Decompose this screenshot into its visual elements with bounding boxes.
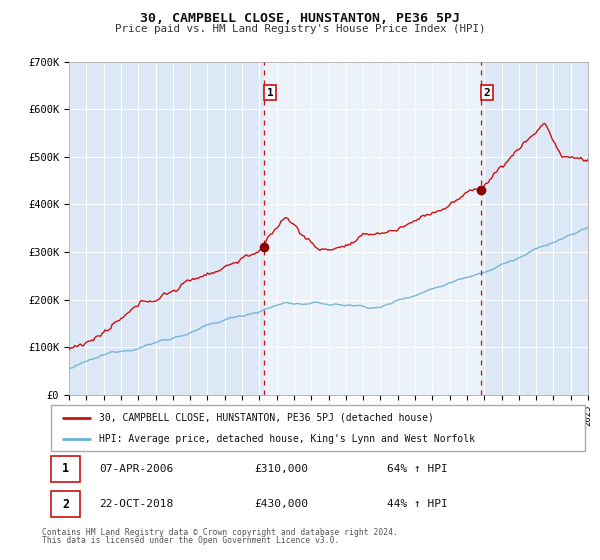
- Text: 1: 1: [62, 463, 69, 475]
- Text: 07-APR-2006: 07-APR-2006: [99, 464, 173, 474]
- Text: 22-OCT-2018: 22-OCT-2018: [99, 499, 173, 509]
- Text: 64% ↑ HPI: 64% ↑ HPI: [388, 464, 448, 474]
- Text: 44% ↑ HPI: 44% ↑ HPI: [388, 499, 448, 509]
- Bar: [264, 62, 481, 395]
- Text: 30, CAMPBELL CLOSE, HUNSTANTON, PE36 5PJ (detached house): 30, CAMPBELL CLOSE, HUNSTANTON, PE36 5PJ…: [99, 413, 434, 423]
- Text: £430,000: £430,000: [254, 499, 308, 509]
- Text: 1: 1: [266, 87, 274, 97]
- Text: HPI: Average price, detached house, King's Lynn and West Norfolk: HPI: Average price, detached house, King…: [99, 435, 475, 444]
- FancyBboxPatch shape: [51, 405, 585, 451]
- Text: 2: 2: [62, 497, 69, 511]
- Text: This data is licensed under the Open Government Licence v3.0.: This data is licensed under the Open Gov…: [42, 536, 340, 545]
- Text: Contains HM Land Registry data © Crown copyright and database right 2024.: Contains HM Land Registry data © Crown c…: [42, 528, 398, 537]
- Text: 30, CAMPBELL CLOSE, HUNSTANTON, PE36 5PJ: 30, CAMPBELL CLOSE, HUNSTANTON, PE36 5PJ: [140, 12, 460, 25]
- Text: £310,000: £310,000: [254, 464, 308, 474]
- Text: Price paid vs. HM Land Registry's House Price Index (HPI): Price paid vs. HM Land Registry's House …: [115, 24, 485, 34]
- Text: 2: 2: [484, 87, 490, 97]
- FancyBboxPatch shape: [51, 456, 80, 482]
- FancyBboxPatch shape: [51, 492, 80, 516]
